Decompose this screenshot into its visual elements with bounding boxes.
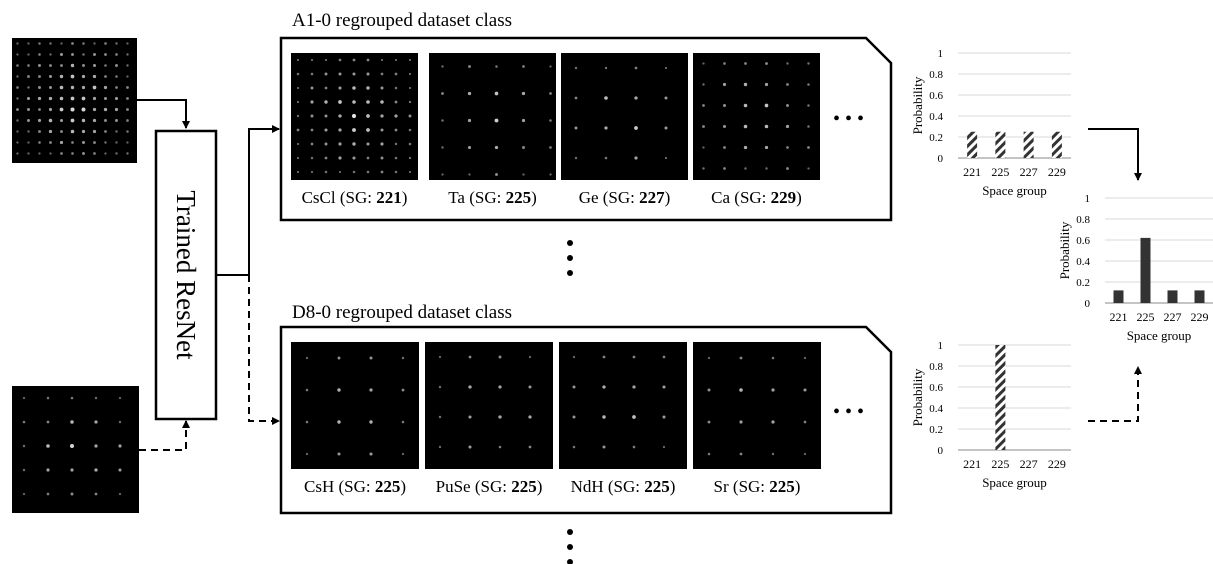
x-tick-label: 229: [1048, 457, 1066, 471]
sample-image-d8-4: [693, 342, 821, 469]
y-tick-label: 0.4: [929, 111, 943, 123]
y-tick-label: 0: [938, 445, 944, 457]
caption-a1-1: CsCl (SG: 221): [302, 188, 408, 207]
y-tick-label: 0.2: [929, 132, 943, 144]
input-pattern-top: [12, 38, 137, 163]
sample-image-d8-2: [425, 342, 553, 469]
x-tick-label: 221: [1110, 310, 1128, 324]
y-tick-label: 0.4: [929, 403, 943, 415]
resnet-label: Trained ResNet: [171, 190, 201, 360]
bar-225: [995, 345, 1006, 450]
x-tick-label: 225: [991, 457, 1009, 471]
x-tick-label: 225: [1137, 310, 1155, 324]
arrow-to-a1-class: [216, 125, 280, 276]
vertical-ellipsis-middle: [567, 240, 573, 276]
caption-a1-4: Ca (SG: 229): [711, 188, 802, 207]
y-tick-label: 0: [1085, 298, 1091, 310]
chart-combined-probabilities: 0 0.2 0.4 0.6 0.8 1 221 225 227 229 Space group Pro…: [1057, 193, 1213, 343]
x-tick-label: 221: [963, 165, 981, 179]
bar-221: [1113, 290, 1124, 303]
sample-image-a1-2: [429, 53, 556, 180]
sample-image-d8-3: [559, 342, 687, 469]
class-title-d8: D8-0 regrouped dataset class: [292, 302, 512, 323]
x-tick-label: 229: [1191, 310, 1209, 324]
y-tick-label: 0.6: [929, 382, 943, 394]
arrow-chart-a1-to-combined: [1088, 128, 1142, 181]
arrow-input-top: [137, 99, 190, 129]
caption-d8-3: NdH (SG: 225): [571, 477, 676, 496]
bar-227: [1167, 290, 1178, 303]
y-tick-label: 1: [1085, 193, 1091, 205]
y-tick-label: 0: [938, 153, 944, 165]
caption-d8-2: PuSe (SG: 225): [436, 477, 543, 496]
x-tick-label: 225: [991, 165, 1009, 179]
caption-d8-1: CsH (SG: 225): [304, 477, 406, 496]
y-tick-label: 0.4: [1076, 256, 1090, 268]
x-tick-label: 221: [963, 457, 981, 471]
sample-image-a1-3: [561, 53, 688, 180]
y-axis-label: Probability: [910, 76, 925, 134]
bar-229: [1194, 290, 1205, 303]
sample-image-a1-4: [693, 53, 820, 180]
input-image-top: [12, 38, 137, 163]
ellipsis-d8: • • •: [833, 401, 864, 423]
input-pattern-bottom: [12, 386, 139, 513]
y-tick-label: 0.2: [1076, 277, 1090, 289]
class-title-a1: A1-0 regrouped dataset class: [292, 10, 512, 31]
x-axis-label: Space group: [982, 475, 1047, 490]
caption-a1-3: Ge (SG: 227): [579, 188, 671, 207]
sample-image-d8-1: [291, 342, 419, 469]
ellipsis-a1: • • •: [833, 108, 864, 130]
bar-225: [1140, 237, 1151, 303]
y-tick-label: 0.6: [929, 90, 943, 102]
bar-221: [967, 131, 978, 158]
y-tick-label: 0.8: [929, 69, 943, 81]
x-tick-label: 227: [1020, 165, 1038, 179]
y-tick-label: 0.8: [1076, 214, 1090, 226]
bar-227: [1023, 131, 1034, 158]
arrow-chart-d8-to-combined-dashed: [1088, 366, 1142, 422]
x-tick-label: 227: [1020, 457, 1038, 471]
y-tick-label: 0.2: [929, 424, 943, 436]
x-axis-label: Space group: [1127, 328, 1192, 343]
x-tick-label: 227: [1164, 310, 1182, 324]
y-axis-label: Probability: [910, 368, 925, 426]
caption-a1-2: Ta (SG: 225): [448, 188, 537, 207]
sample-image-a1-1: [291, 53, 418, 180]
input-image-bottom: [12, 386, 139, 513]
y-axis-label: Probability: [1057, 221, 1072, 279]
arrow-input-bottom-dashed: [139, 420, 190, 451]
vertical-ellipsis-bottom: [567, 529, 573, 564]
bar-229: [1051, 131, 1062, 158]
y-tick-label: 0.6: [1076, 235, 1090, 247]
y-tick-label: 1: [938, 48, 944, 60]
resnet-box: [154, 129, 218, 421]
x-tick-label: 229: [1048, 165, 1066, 179]
arrow-to-d8-class-dashed: [248, 275, 280, 425]
y-tick-label: 0.8: [929, 361, 943, 373]
y-tick-label: 1: [938, 340, 944, 352]
x-axis-label: Space group: [982, 183, 1047, 198]
bar-225: [995, 131, 1006, 158]
caption-d8-4: Sr (SG: 225): [714, 477, 801, 496]
